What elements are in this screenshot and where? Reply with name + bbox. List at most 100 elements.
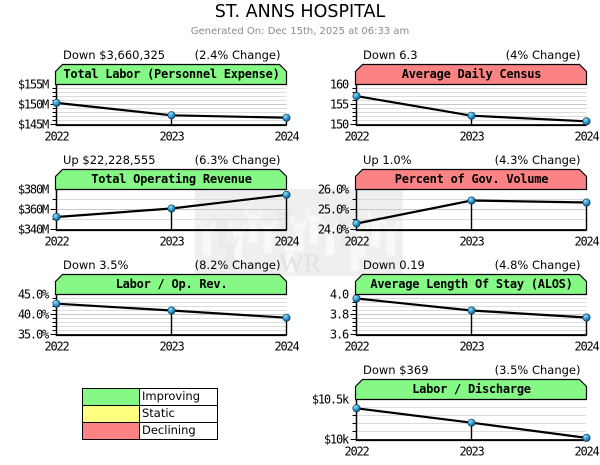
chart-title: Percent of Gov. Volume — [394, 171, 549, 186]
y-axis-label: 26.0% — [318, 183, 350, 197]
x-axis-label: 2023 — [159, 130, 184, 144]
y-axis-label: $360M — [18, 203, 49, 217]
y-axis-label: $145M — [18, 118, 49, 132]
chart-header-bar — [354, 378, 588, 401]
change-amount: Down $369 — [363, 363, 429, 377]
y-axis-label: 155 — [330, 98, 349, 112]
chart-panel-total-labor-personnel-expense: Down $3,660,325 (2.4% Change) $155M $150M $1… — [0, 45, 300, 150]
chart-header-bar — [354, 168, 588, 191]
y-axis-label: 40.0% — [18, 308, 50, 322]
change-amount: Down 0.19 — [363, 258, 425, 272]
data-point-marker — [167, 306, 176, 315]
change-percent: (4% Change) — [505, 48, 581, 62]
data-point-marker — [352, 92, 361, 101]
legend-label: Static — [140, 406, 217, 422]
x-axis-label: 2024 — [574, 445, 599, 459]
data-point-marker — [582, 117, 591, 126]
x-axis-label: 2023 — [459, 445, 484, 459]
change-percent: (4.8% Change) — [494, 258, 581, 272]
x-axis-label: 2024 — [574, 235, 599, 249]
change-percent: (2.4% Change) — [194, 48, 281, 62]
legend-table: Improving Static Declining — [82, 388, 218, 440]
y-axis-label: $380M — [18, 183, 49, 197]
data-point-marker — [467, 418, 476, 427]
data-point-marker — [282, 190, 291, 199]
y-axis-label: 150 — [330, 118, 349, 132]
chart-panel-percent-of-gov-volume: Up 1.0% (4.3% Change) 26.0% 25.0% 24.0% 2022 2… — [300, 150, 600, 255]
x-axis-label: 2024 — [274, 130, 299, 144]
chart-header-bar — [54, 273, 288, 296]
legend-swatch-static — [83, 406, 140, 422]
data-point-marker — [582, 198, 591, 207]
chart-panel-total-operating-revenue: Up $22,228,555 (6.3% Change) $380M $360M $34… — [0, 150, 300, 255]
x-axis-label: 2024 — [274, 340, 299, 354]
data-point-marker — [582, 433, 591, 442]
watermark-logo: WR — [195, 189, 403, 276]
y-axis-label: 3.8 — [330, 308, 349, 322]
legend-row-static: Static — [83, 405, 217, 422]
change-amount: Down 6.3 — [363, 48, 418, 62]
y-axis-label: $10.5k — [312, 393, 350, 407]
data-point-marker — [52, 98, 61, 107]
legend-swatch-declining — [83, 423, 140, 439]
data-point-marker — [582, 313, 591, 322]
data-point-marker — [167, 204, 176, 213]
chart-header-bar — [354, 273, 588, 296]
change-line: Down 0.19 (4.8% Change) — [363, 258, 581, 272]
y-axis-label: $155M — [18, 78, 49, 92]
chart-title: Average Length Of Stay (ALOS) — [370, 276, 573, 291]
data-point-marker — [167, 111, 176, 120]
data-point-marker — [352, 404, 361, 413]
change-amount: Up $22,228,555 — [63, 153, 156, 167]
y-axis-label: 4.0 — [330, 288, 349, 302]
watermark-crowd-dark — [213, 205, 354, 271]
y-axis-label: 3.6 — [330, 328, 349, 342]
chart-header-bar — [54, 63, 288, 86]
change-line: Down 6.3 (4% Change) — [363, 48, 581, 62]
change-line: Down $3,660,325 (2.4% Change) — [63, 48, 281, 62]
change-line: Down $369 (3.5% Change) — [363, 363, 581, 377]
y-axis-label: 25.0% — [318, 203, 350, 217]
y-axis-label: $150M — [18, 98, 49, 112]
change-line: Up $22,228,555 (6.3% Change) — [63, 153, 281, 167]
chart-title: Total Labor (Personnel Expense) — [63, 66, 280, 81]
x-axis-label: 2022 — [344, 340, 369, 354]
chart-panel-average-length-of-stay-alos: Down 0.19 (4.8% Change) 4.0 3.8 3.6 2022 2023 2… — [300, 255, 600, 360]
chart-canvas-labor-op-rev: 45.0% 40.0% 35.0%2022 2023 2024 — [18, 273, 300, 354]
change-line: Up 1.0% (4.3% Change) — [363, 153, 581, 167]
chart-panel-labor-discharge: Down $369 (3.5% Change) $10.5k $10k 2022 2023… — [300, 360, 600, 465]
page-title: ST. ANNS HOSPITAL — [214, 2, 386, 22]
x-axis-label: 2023 — [459, 235, 484, 249]
chart-title: Total Operating Revenue — [91, 171, 252, 186]
change-line: Down 3.5% (8.2% Change) — [63, 258, 281, 272]
data-point-marker — [467, 306, 476, 315]
x-axis-label: 2024 — [574, 340, 599, 354]
data-point-marker — [282, 113, 291, 122]
data-point-marker — [282, 313, 291, 322]
change-percent: (8.2% Change) — [194, 258, 281, 272]
data-point-marker — [467, 196, 476, 205]
data-point-marker — [467, 111, 476, 120]
watermark-crowd-light — [198, 207, 400, 273]
change-percent: (3.5% Change) — [494, 363, 581, 377]
x-axis-label: 2022 — [44, 235, 69, 249]
x-axis-label: 2024 — [574, 130, 599, 144]
legend-row-declining: Declining — [83, 422, 217, 439]
y-axis-label: $340M — [18, 223, 49, 237]
page-subtitle: Generated On: Dec 15th, 2025 at 06:33 am — [190, 25, 410, 37]
x-axis-label: 2024 — [274, 235, 299, 249]
data-point-marker — [52, 212, 61, 221]
x-axis-label: 2022 — [44, 340, 69, 354]
chart-title: Average Daily Census — [401, 66, 542, 81]
y-axis-label: 24.0% — [318, 223, 350, 237]
chart-header-bar — [354, 63, 588, 86]
y-axis-label: 160 — [330, 78, 349, 92]
legend-label: Improving — [140, 389, 217, 405]
legend-row-improving: Improving — [83, 389, 217, 405]
y-axis-label: 45.0% — [18, 288, 50, 302]
